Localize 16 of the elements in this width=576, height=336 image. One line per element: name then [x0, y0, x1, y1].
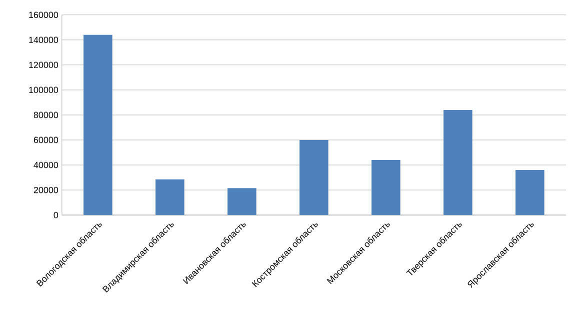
bar [84, 34, 112, 216]
y-tick-label: 0 [54, 212, 58, 218]
bar [228, 188, 256, 216]
bar [300, 140, 328, 216]
y-tick-label: 80000 [34, 112, 58, 118]
y-tick-label: 60000 [34, 136, 58, 144]
y-tick-label: 40000 [34, 162, 58, 168]
bar [372, 160, 400, 216]
y-tick-label: 20000 [34, 186, 58, 194]
bar [444, 110, 472, 216]
bar [156, 179, 184, 216]
y-tick-label: 160000 [29, 12, 58, 18]
y-tick-label: 120000 [29, 62, 58, 68]
bar [516, 170, 544, 216]
y-tick-label: 100000 [29, 86, 58, 94]
y-tick-label: 140000 [29, 36, 58, 44]
